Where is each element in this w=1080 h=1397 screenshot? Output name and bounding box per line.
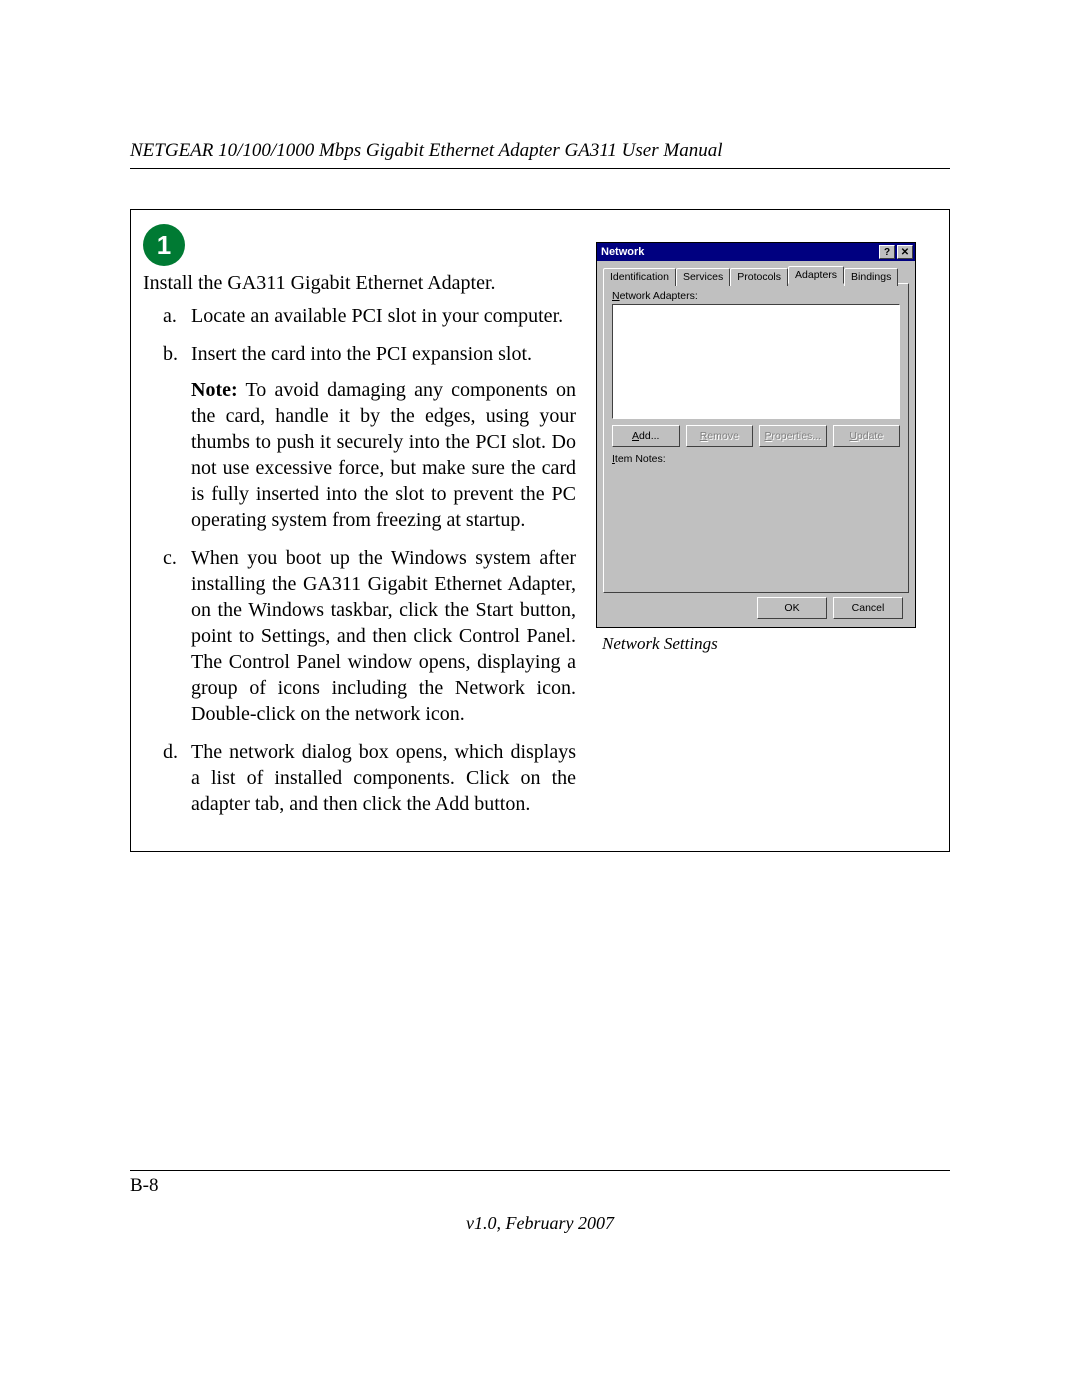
page-number: B-8 xyxy=(130,1175,950,1197)
content-box: 1 Install the GA311 Gigabit Ethernet Ada… xyxy=(130,209,950,852)
dialog-title: Network xyxy=(601,246,644,258)
note-label: Note: xyxy=(191,379,238,401)
tab-protocols[interactable]: Protocols xyxy=(730,268,788,286)
screenshot-caption: Network Settings xyxy=(602,634,718,654)
step-item: b. Insert the card into the PCI expansio… xyxy=(163,341,576,533)
adapters-label: Network Adapters: xyxy=(612,290,900,302)
step-marker: c. xyxy=(163,545,177,571)
dialog-body: Identification Services Protocols Adapte… xyxy=(597,261,915,627)
note-text: To avoid damaging any components on the … xyxy=(191,379,576,531)
cancel-button[interactable]: Cancel xyxy=(833,597,903,619)
step-intro: Install the GA311 Gigabit Ethernet Adapt… xyxy=(143,272,576,295)
close-button[interactable]: ✕ xyxy=(897,245,913,259)
properties-button[interactable]: Properties... xyxy=(759,425,827,447)
instructions-column: 1 Install the GA311 Gigabit Ethernet Ada… xyxy=(131,210,586,851)
step-text: Locate an available PCI slot in your com… xyxy=(191,305,563,327)
step-item: a. Locate an available PCI slot in your … xyxy=(163,303,576,329)
doc-header-title: NETGEAR 10/100/1000 Mbps Gigabit Etherne… xyxy=(130,140,950,162)
step-list: a. Locate an available PCI slot in your … xyxy=(163,303,576,817)
tab-row: Identification Services Protocols Adapte… xyxy=(603,266,909,284)
remove-button[interactable]: Remove xyxy=(686,425,754,447)
step-item: c. When you boot up the Windows system a… xyxy=(163,545,576,727)
button-row: Add... Remove Properties... Update xyxy=(612,425,900,447)
step-note: Note: To avoid damaging any components o… xyxy=(191,377,576,533)
step-text: Insert the card into the PCI expansion s… xyxy=(191,343,532,365)
ok-button[interactable]: OK xyxy=(757,597,827,619)
adapters-listbox[interactable] xyxy=(612,304,900,419)
footer-rule xyxy=(130,1170,950,1171)
step-badge: 1 xyxy=(143,224,185,266)
tab-bindings[interactable]: Bindings xyxy=(844,268,898,286)
tab-services[interactable]: Services xyxy=(676,268,730,286)
tab-identification[interactable]: Identification xyxy=(603,268,676,286)
page-footer: B-8 v1.0, February 2007 xyxy=(130,1170,950,1234)
help-icon: ? xyxy=(884,247,890,258)
screenshot-column: Network ? ✕ Identification Services Prot… xyxy=(586,210,949,851)
add-button[interactable]: Add... xyxy=(612,425,680,447)
step-marker: a. xyxy=(163,303,177,329)
dialog-footer: OK Cancel xyxy=(603,593,909,619)
header-rule xyxy=(130,168,950,169)
item-notes-area xyxy=(612,467,900,565)
tab-adapters[interactable]: Adapters xyxy=(788,266,844,284)
item-notes-label: Item Notes: xyxy=(612,453,900,465)
tab-panel: Network Adapters: Add... Remove Properti… xyxy=(603,283,909,593)
step-number: 1 xyxy=(157,230,171,261)
step-text: When you boot up the Windows system afte… xyxy=(191,547,576,725)
help-button[interactable]: ? xyxy=(879,245,895,259)
close-icon: ✕ xyxy=(901,247,909,258)
version-line: v1.0, February 2007 xyxy=(130,1213,950,1234)
update-button[interactable]: Update xyxy=(833,425,901,447)
step-marker: b. xyxy=(163,341,178,367)
step-text: The network dialog box opens, which disp… xyxy=(191,741,576,815)
dialog-titlebar[interactable]: Network ? ✕ xyxy=(597,243,915,261)
step-item: d. The network dialog box opens, which d… xyxy=(163,739,576,817)
network-dialog: Network ? ✕ Identification Services Prot… xyxy=(596,242,916,628)
step-marker: d. xyxy=(163,739,178,765)
